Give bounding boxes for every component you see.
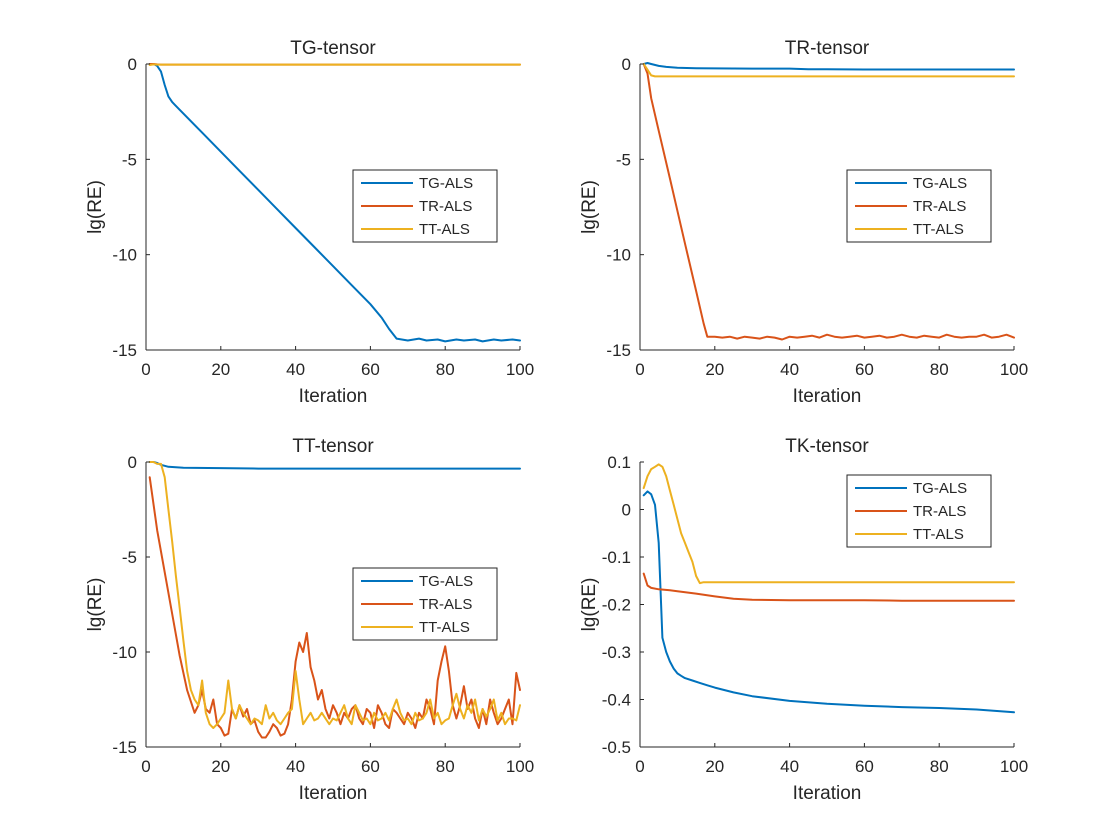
y-tick-label: 0 [622, 501, 631, 520]
x-tick-label: 100 [1000, 757, 1028, 776]
series-line-tg-als [642, 62, 1015, 71]
y-axis-label: lg(RE) [85, 180, 106, 234]
x-tick-label: 80 [930, 360, 949, 379]
x-tick-label: 100 [506, 757, 534, 776]
series-line-tt-als [642, 463, 1015, 585]
y-axis-label: lg(RE) [579, 180, 600, 234]
y-tick-label: -0.1 [602, 548, 631, 567]
y-tick-label: -5 [122, 548, 137, 567]
y-tick-label: -15 [606, 341, 631, 360]
y-tick-label: -5 [616, 150, 631, 169]
x-tick-label: 100 [506, 360, 534, 379]
series-line-tr-als [642, 572, 1015, 602]
y-axis-label: lg(RE) [85, 578, 106, 632]
series-line-tr-als [148, 476, 521, 739]
y-tick-label: -5 [122, 150, 137, 169]
y-tick-label: -0.5 [602, 738, 631, 757]
x-tick-label: 40 [780, 757, 799, 776]
series-line-tt-als [148, 63, 521, 66]
chart-title: TT-tensor [292, 436, 374, 457]
subplot-2: 0 20 40 60 80 100 -15 -10 -5 0 TR-tensor Iteration l… [579, 38, 1028, 407]
legend-label: TT-ALS [913, 221, 964, 238]
x-tick-label: 0 [141, 757, 150, 776]
y-tick-label: 0 [128, 55, 137, 74]
legend-label: TG-ALS [913, 175, 967, 192]
y-tick-label: 0 [128, 453, 137, 472]
y-tick-label: -10 [112, 246, 137, 265]
chart-title: TG-tensor [290, 38, 376, 59]
x-tick-label: 60 [361, 360, 380, 379]
y-tick-label: -0.4 [602, 691, 631, 710]
y-tick-label: -15 [112, 341, 137, 360]
y-tick-label: -10 [112, 643, 137, 662]
legend: TG-ALS TR-ALS TT-ALS [352, 567, 498, 641]
legend: TG-ALS TR-ALS TT-ALS [846, 474, 992, 548]
legend: TG-ALS TR-ALS TT-ALS [846, 169, 992, 243]
legend-label: TG-ALS [913, 480, 967, 497]
y-tick-label: 0 [622, 55, 631, 74]
x-axis-label: Iteration [299, 386, 368, 407]
x-tick-label: 20 [211, 360, 230, 379]
legend-label: TG-ALS [419, 175, 473, 192]
series-line-tg-als [148, 63, 521, 343]
series-line-tg-als [642, 490, 1015, 714]
x-tick-label: 80 [436, 360, 455, 379]
y-tick-label: -10 [606, 246, 631, 265]
x-tick-label: 60 [855, 360, 874, 379]
x-tick-label: 40 [286, 360, 305, 379]
x-tick-label: 80 [436, 757, 455, 776]
series-line-tt-als [642, 63, 1015, 78]
x-tick-label: 100 [1000, 360, 1028, 379]
x-tick-label: 0 [635, 360, 644, 379]
y-axis-label: lg(RE) [579, 578, 600, 632]
x-axis-label: Iteration [793, 386, 862, 407]
y-tick-label: -0.3 [602, 643, 631, 662]
x-tick-label: 60 [855, 757, 874, 776]
x-tick-label: 20 [705, 757, 724, 776]
x-tick-label: 0 [635, 757, 644, 776]
legend-label: TT-ALS [419, 221, 470, 238]
subplot-4: 0 20 40 60 80 100 -0.5 -0.4 -0.3 -0.2 -0.1 0 0.1 TK-t… [579, 436, 1028, 804]
legend-label: TG-ALS [419, 573, 473, 590]
legend-label: TT-ALS [419, 619, 470, 636]
x-tick-label: 20 [211, 757, 230, 776]
legend-label: TT-ALS [913, 526, 964, 543]
legend: TG-ALS TR-ALS TT-ALS [352, 169, 498, 243]
chart-title: TK-tensor [785, 436, 869, 457]
y-tick-label: -0.2 [602, 596, 631, 615]
x-tick-label: 40 [286, 757, 305, 776]
x-tick-label: 40 [780, 360, 799, 379]
series-line-tr-als [642, 63, 1015, 341]
x-tick-label: 0 [141, 360, 150, 379]
legend-label: TR-ALS [913, 198, 966, 215]
legend-label: TR-ALS [419, 596, 472, 613]
chart-title: TR-tensor [785, 38, 870, 59]
y-tick-label: -15 [112, 738, 137, 757]
x-tick-label: 60 [361, 757, 380, 776]
legend-label: TR-ALS [419, 198, 472, 215]
x-axis-label: Iteration [299, 783, 368, 804]
subplot-1: 0 20 40 60 80 100 -15 -10 -5 0 TG-tensor Iteration l… [85, 38, 534, 407]
y-tick-label: 0.1 [607, 453, 631, 472]
x-tick-label: 20 [705, 360, 724, 379]
x-axis-label: Iteration [793, 783, 862, 804]
x-tick-label: 80 [930, 757, 949, 776]
subplot-3: 0 20 40 60 80 100 -15 -10 -5 0 TT-tensor Iteration l… [85, 436, 534, 804]
legend-label: TR-ALS [913, 503, 966, 520]
series-line-tt-als [148, 461, 521, 729]
